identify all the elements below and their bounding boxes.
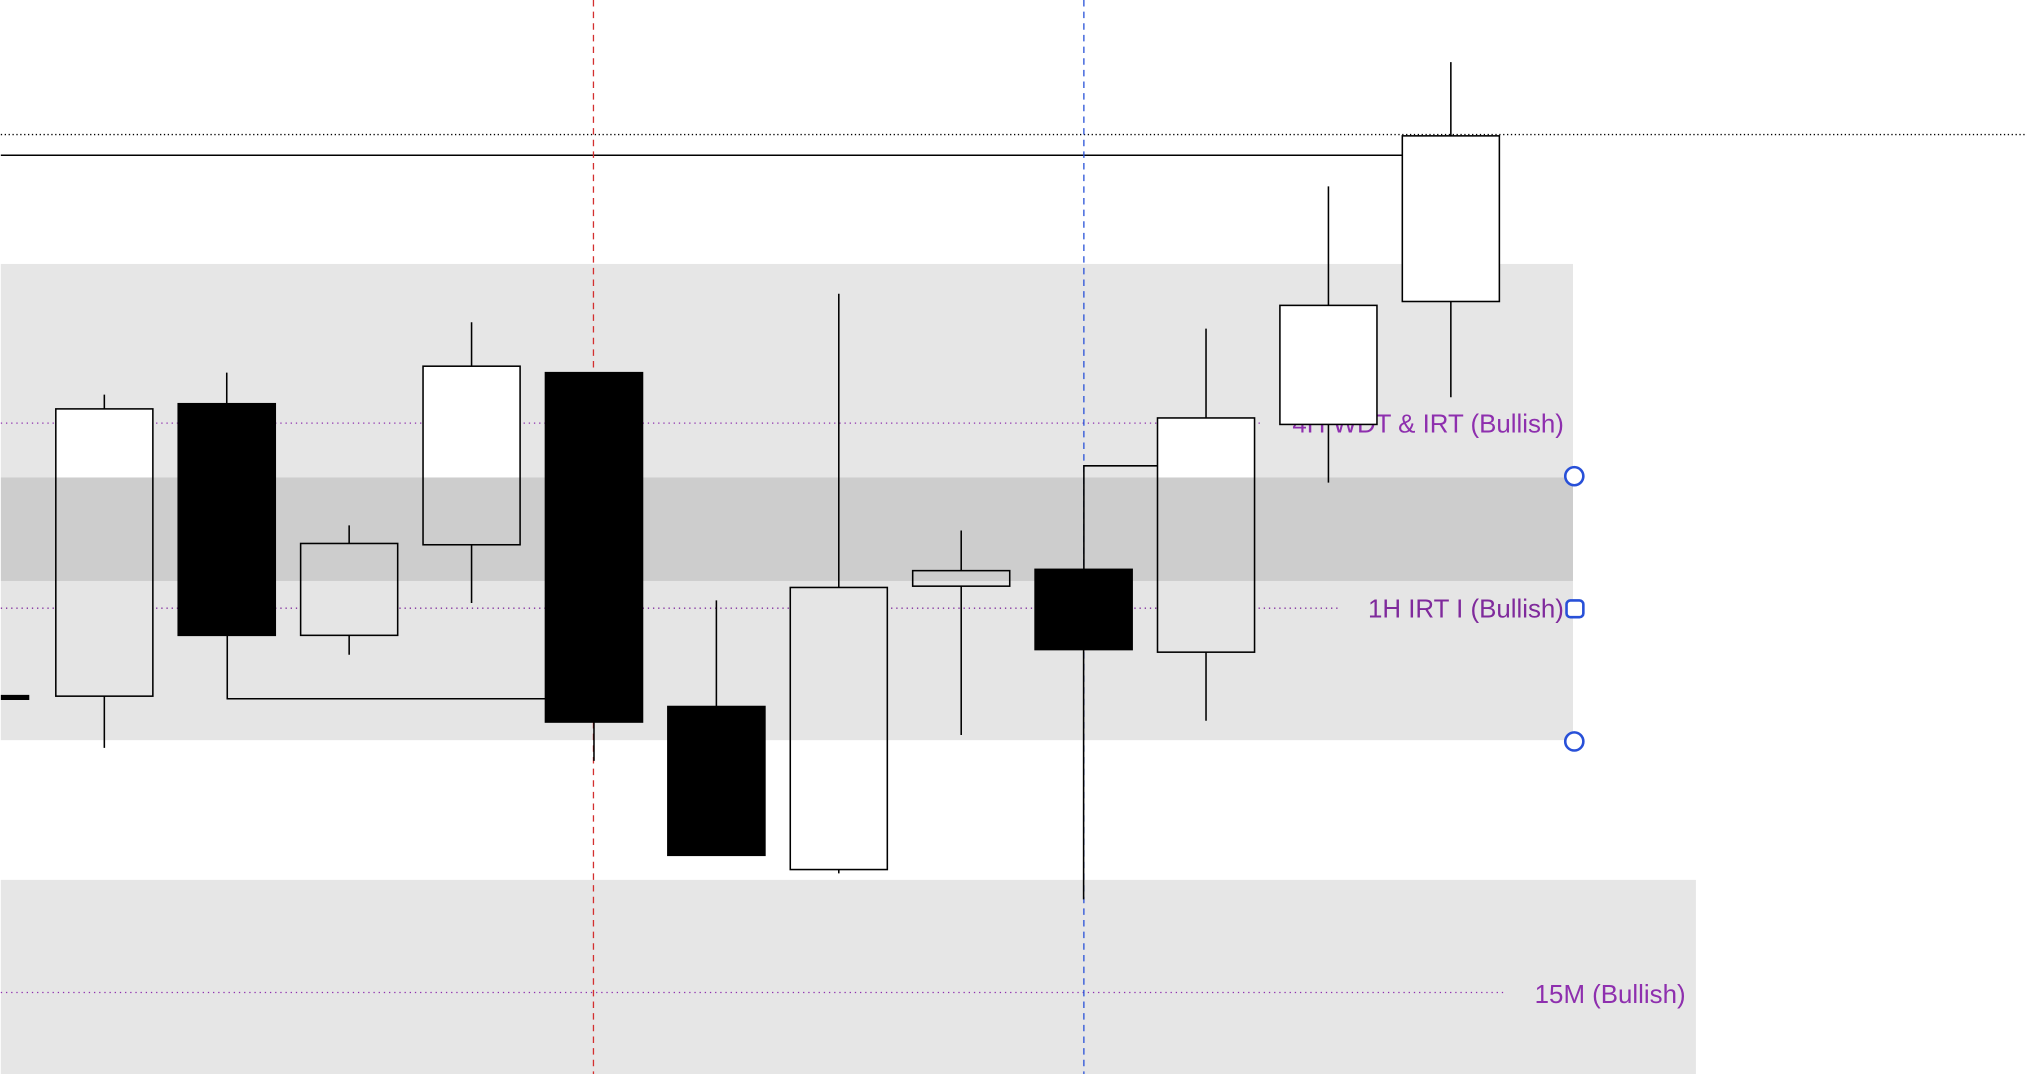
candle-body bbox=[55, 408, 154, 697]
candle-body bbox=[1156, 417, 1256, 653]
zone-label: 15M (Bullish) bbox=[1535, 981, 1686, 1009]
drawing-line bbox=[1083, 465, 1158, 570]
zone bbox=[0, 477, 1573, 741]
zone bbox=[0, 477, 1573, 581]
handle[interactable] bbox=[1563, 731, 1585, 752]
candle-body bbox=[911, 569, 1011, 587]
zone-label: 1H IRT I (Bullish) bbox=[1368, 596, 1564, 624]
candles bbox=[55, 62, 1501, 900]
candle-body bbox=[667, 705, 766, 857]
candle-body bbox=[422, 365, 521, 546]
candle-body bbox=[1034, 568, 1133, 651]
candle-body bbox=[299, 542, 399, 637]
candle-body bbox=[789, 586, 889, 871]
candle-body bbox=[544, 371, 644, 723]
candle-body bbox=[1279, 304, 1378, 426]
zone bbox=[0, 879, 1696, 1074]
handle[interactable] bbox=[1565, 599, 1585, 619]
handle[interactable] bbox=[1563, 465, 1585, 487]
candle-body bbox=[177, 402, 277, 637]
candle-body bbox=[1401, 135, 1501, 303]
drawing-line bbox=[226, 635, 546, 700]
